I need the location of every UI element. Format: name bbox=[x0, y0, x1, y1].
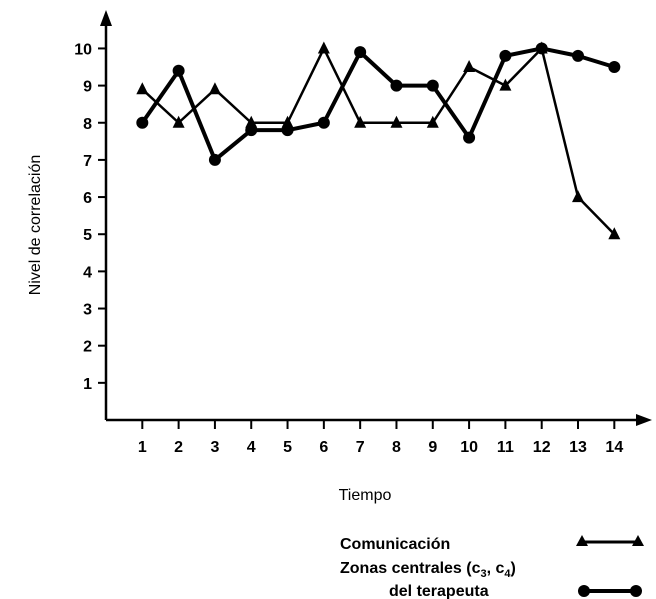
data-point-circle bbox=[317, 116, 330, 129]
x-axis-title: Tiempo bbox=[339, 487, 392, 504]
x-tick-label: 12 bbox=[533, 439, 551, 456]
legend-marker-triangle-start bbox=[576, 535, 588, 546]
x-tick-label: 10 bbox=[460, 439, 478, 456]
data-point-triangle bbox=[208, 82, 221, 95]
data-point-circle bbox=[572, 49, 585, 62]
x-tick-label: 4 bbox=[247, 439, 256, 456]
data-point-triangle bbox=[172, 115, 185, 128]
data-point-circle bbox=[281, 124, 294, 137]
data-point-triangle bbox=[572, 190, 585, 203]
data-point-triangle bbox=[245, 115, 258, 128]
y-tick-label: 2 bbox=[83, 339, 92, 356]
data-point-triangle bbox=[499, 78, 512, 91]
data-point-circle bbox=[354, 46, 367, 59]
series-layer bbox=[136, 41, 621, 240]
y-tick-label: 6 bbox=[83, 190, 92, 207]
data-point-triangle bbox=[608, 227, 621, 240]
x-tick-label: 14 bbox=[605, 439, 623, 456]
y-tick-label: 7 bbox=[83, 153, 92, 170]
x-tick-label: 5 bbox=[283, 439, 292, 456]
data-point-triangle bbox=[426, 115, 439, 128]
x-tick-label: 8 bbox=[392, 439, 401, 456]
data-point-circle bbox=[390, 79, 403, 92]
x-tick-label: 13 bbox=[569, 439, 587, 456]
legend-label-comunicacion: Comunicación bbox=[340, 536, 450, 553]
x-tick-label: 9 bbox=[428, 439, 437, 456]
legend: Comunicación Zonas centrales (c3, c4) de… bbox=[340, 535, 644, 599]
data-point-circle bbox=[499, 49, 512, 62]
legend-label-zonas-line2: del terapeuta bbox=[389, 583, 489, 599]
x-axis-ticks: 1 2 3 4 5 6 7 8 9 10 11 12 13 14 bbox=[138, 420, 623, 456]
series-line bbox=[140, 46, 615, 162]
data-point-circle bbox=[463, 131, 476, 144]
y-axis-arrow bbox=[100, 10, 112, 26]
x-tick-label: 1 bbox=[138, 439, 147, 456]
data-point-circle bbox=[535, 42, 548, 55]
data-point-circle bbox=[245, 124, 258, 137]
legend-marker-circle-end bbox=[630, 585, 642, 597]
legend-label-zonas-line1: Zonas centrales (c3, c4) bbox=[340, 560, 516, 580]
y-tick-label: 4 bbox=[83, 264, 92, 281]
series-line bbox=[141, 47, 616, 236]
x-tick-label: 6 bbox=[319, 439, 328, 456]
y-tick-label: 10 bbox=[74, 41, 92, 58]
data-point-circle bbox=[136, 116, 149, 129]
data-point-triangle bbox=[463, 60, 476, 73]
series-zonas-centrales bbox=[136, 42, 621, 166]
x-tick-label: 7 bbox=[356, 439, 365, 456]
legend-marker-circle-start bbox=[578, 585, 590, 597]
data-point-circle bbox=[426, 79, 439, 92]
x-axis-arrow bbox=[636, 414, 652, 426]
data-point-circle bbox=[208, 153, 221, 166]
x-tick-label: 3 bbox=[210, 439, 219, 456]
legend-marker-triangle-end bbox=[632, 535, 644, 546]
y-tick-label: 1 bbox=[83, 376, 92, 393]
x-tick-label: 11 bbox=[497, 439, 514, 456]
data-point-circle bbox=[172, 64, 185, 77]
x-tick-label: 2 bbox=[174, 439, 183, 456]
data-point-triangle bbox=[136, 82, 149, 95]
y-tick-label: 5 bbox=[83, 227, 92, 244]
y-tick-label: 3 bbox=[83, 302, 92, 319]
y-axis-title: Nivel de correlación bbox=[27, 155, 44, 296]
data-point-triangle bbox=[390, 115, 403, 128]
data-point-circle bbox=[608, 61, 621, 74]
data-point-triangle bbox=[317, 41, 330, 54]
y-tick-label: 9 bbox=[83, 79, 92, 96]
y-axis-ticks: 1 2 3 4 5 6 7 8 9 10 bbox=[74, 41, 106, 393]
data-point-triangle bbox=[281, 115, 294, 128]
data-point-triangle bbox=[354, 115, 367, 128]
y-tick-label: 8 bbox=[83, 116, 92, 133]
